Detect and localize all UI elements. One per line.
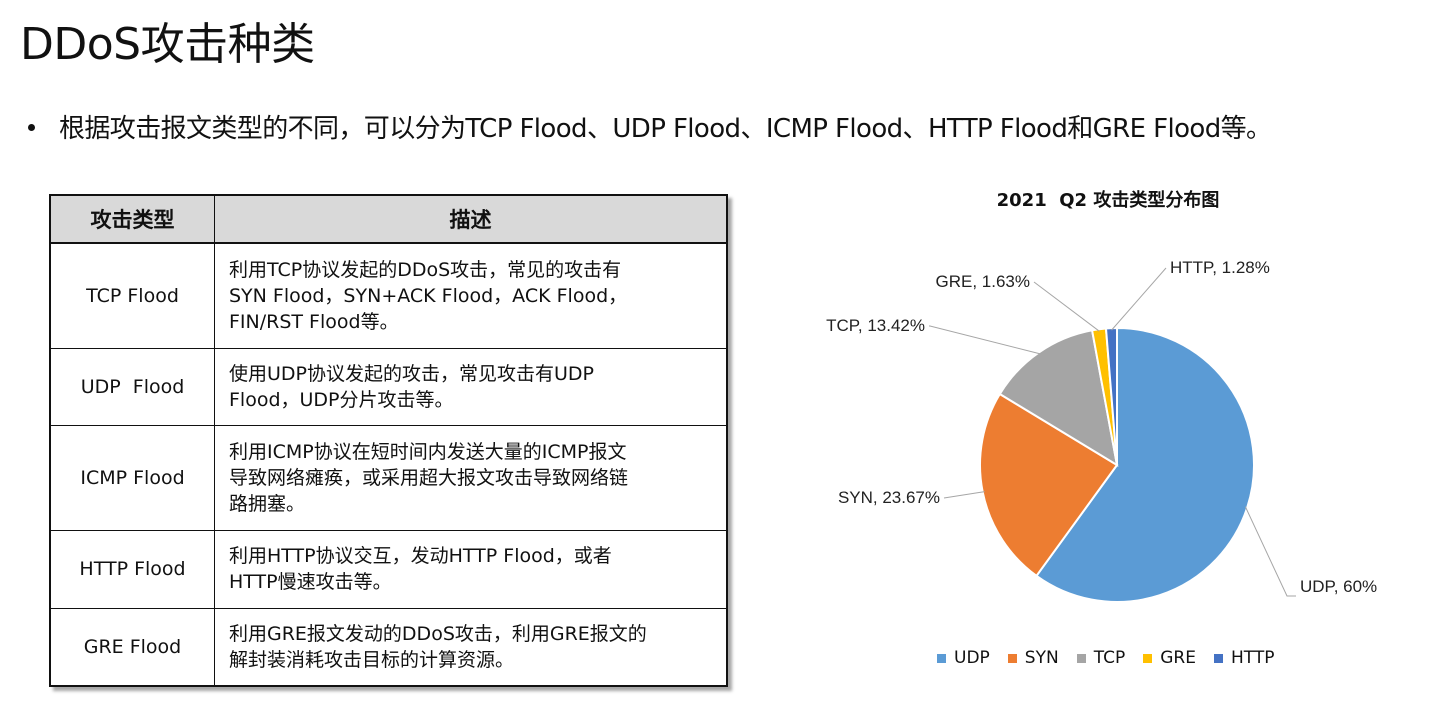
desc-line: 利用HTTP协议交互，发动HTTP Flood，或者 [229, 545, 612, 567]
data-label-tcp: TCP, 13.42% [826, 316, 925, 335]
row-desc-tcp: 利用TCP协议发起的DDoS攻击，常见的攻击有 SYN Flood，SYN+AC… [214, 242, 728, 349]
row-type-http: HTTP Flood [49, 529, 215, 609]
desc-line: SYN Flood，SYN+ACK Flood，ACK Flood， [229, 284, 628, 307]
table-row: ICMP Flood 利用ICMP协议在短时间内发送大量的ICMP报文 导致网络… [49, 424, 728, 531]
pie-chart: UDP, 60% SYN, 23.67% TCP, 13.42% GRE, 1.63%… [826, 258, 1377, 603]
desc-line: HTTP慢速攻击等。 [229, 571, 392, 593]
legend-swatch-icon [1007, 653, 1017, 663]
desc-line: 解封装消耗攻击目标的计算资源。 [229, 648, 515, 671]
leader-line-syn [943, 491, 985, 499]
desc-line: 利用GRE报文发动的DDoS攻击，利用GRE报文的 [229, 622, 647, 645]
legend-item-udp: UDP [937, 648, 990, 668]
data-label-syn: SYN, 23.67% [838, 488, 940, 507]
pie-slice-tcp [998, 329, 1119, 468]
header-description: 描述 [214, 194, 728, 244]
desc-line: Flood，UDP分片攻击等。 [229, 388, 454, 411]
legend-swatch-icon [1143, 653, 1153, 663]
legend-item-tcp: TCP [1076, 648, 1126, 668]
chart-title: 2021 Q2 攻击类型分布图 [996, 190, 1220, 211]
table-row: HTTP Flood 利用HTTP协议交互，发动HTTP Flood，或者 HT… [49, 529, 728, 609]
legend-swatch-icon [937, 653, 946, 663]
leader-line-http [1111, 267, 1167, 331]
legend-swatch-icon [1213, 653, 1223, 663]
legend-item-gre: GRE [1143, 648, 1196, 668]
pie-slice-http [1104, 326, 1118, 466]
table-row: UDP Flood 使用UDP协议发起的攻击，常见攻击有UDP Flood，UD… [49, 347, 728, 426]
table-row: GRE Flood 利用GRE报文发动的DDoS攻击，利用GRE报文的 解封装消… [49, 607, 728, 687]
desc-line: 导致网络瘫痪，或采用超大报文攻击导致网络链 [229, 466, 629, 489]
row-type-icmp: ICMP Flood [49, 424, 215, 531]
leader-line-udp [1244, 506, 1296, 597]
row-desc-icmp: 利用ICMP协议在短时间内发送大量的ICMP报文 导致网络瘫痪，或采用超大报文攻… [214, 424, 728, 531]
data-label-udp: UDP, 60% [1300, 577, 1377, 596]
legend-item-syn: SYN [1007, 648, 1059, 668]
data-label-http: HTTP, 1.28% [1170, 258, 1270, 277]
leader-line-gre [1033, 281, 1100, 332]
pie-slice-udp [1035, 326, 1255, 603]
legend-swatch-icon [1076, 653, 1086, 663]
header-attack-type: 攻击类型 [49, 194, 215, 244]
row-type-gre: GRE Flood [49, 607, 215, 687]
desc-line: 利用ICMP协议在短时间内发送大量的ICMP报文 [229, 440, 627, 463]
table-row: TCP Flood 利用TCP协议发起的DDoS攻击，常见的攻击有 SYN Fl… [49, 242, 728, 349]
row-desc-gre: 利用GRE报文发动的DDoS攻击，利用GRE报文的 解封装消耗攻击目标的计算资源… [214, 607, 728, 687]
legend-label: HTTP [1230, 648, 1275, 668]
leader-line-tcp [929, 325, 1041, 355]
data-label-gre: GRE, 1.63% [936, 272, 1031, 291]
legend-item-http: HTTP [1213, 648, 1275, 668]
legend-label: GRE [1160, 648, 1196, 668]
chart-legend: UDP SYN TCP GRE HTTP [937, 648, 1274, 668]
desc-line: 使用UDP协议发起的攻击，常见攻击有UDP [229, 362, 594, 385]
desc-line: 利用TCP协议发起的DDoS攻击，常见的攻击有 [229, 258, 622, 281]
bullet-point: 根据攻击报文类型的不同，可以分为TCP Flood、UDP Flood、ICMP… [28, 108, 1272, 145]
legend-label: TCP [1093, 648, 1126, 668]
legend-label: UDP [954, 648, 990, 668]
attack-type-table: 攻击类型 描述 TCP Flood 利用TCP协议发起的DDoS攻击，常见的攻击… [49, 194, 728, 687]
row-type-udp: UDP Flood [49, 347, 215, 426]
row-desc-http: 利用HTTP协议交互，发动HTTP Flood，或者 HTTP慢速攻击等。 [214, 529, 728, 609]
desc-line: 路拥塞。 [229, 492, 306, 515]
row-type-tcp: TCP Flood [49, 242, 215, 349]
desc-line: FIN/RST Flood等。 [229, 310, 399, 333]
legend-label: SYN [1024, 648, 1059, 668]
bullet-dot-icon [28, 124, 35, 131]
page-title: DDoS攻击种类 [20, 19, 315, 70]
table-header-row: 攻击类型 描述 [49, 194, 728, 244]
row-desc-udp: 使用UDP协议发起的攻击，常见攻击有UDP Flood，UDP分片攻击等。 [214, 347, 728, 426]
bullet-text: 根据攻击报文类型的不同，可以分为TCP Flood、UDP Flood、ICMP… [59, 114, 1272, 144]
